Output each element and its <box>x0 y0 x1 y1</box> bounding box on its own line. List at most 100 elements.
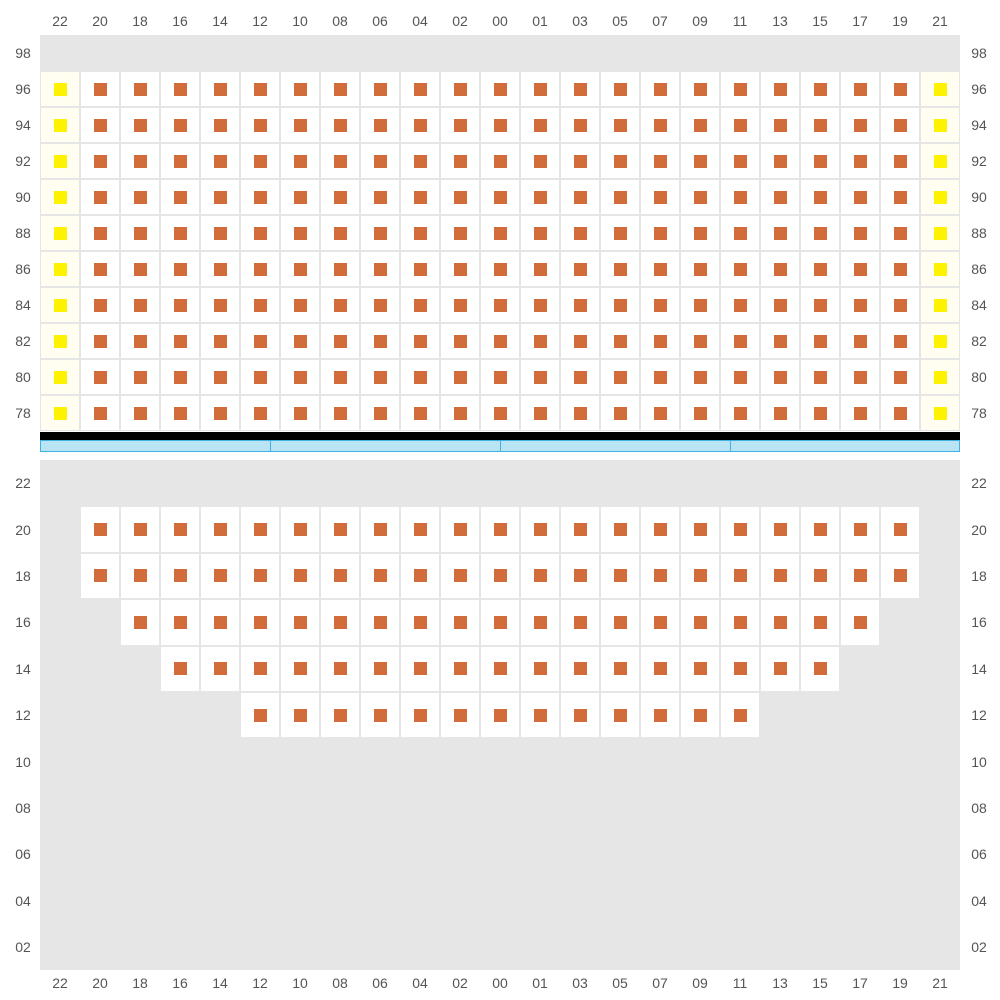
seat-cell[interactable] <box>840 599 880 645</box>
seat-cell[interactable] <box>840 215 880 251</box>
seat-cell[interactable] <box>880 179 920 215</box>
seat-orange-icon[interactable] <box>334 662 347 675</box>
seat-orange-icon[interactable] <box>734 371 747 384</box>
seat-orange-icon[interactable] <box>414 569 427 582</box>
seat-orange-icon[interactable] <box>174 227 187 240</box>
seat-orange-icon[interactable] <box>614 569 627 582</box>
seat-cell[interactable] <box>40 251 80 287</box>
seat-cell[interactable] <box>840 143 880 179</box>
seat-cell[interactable] <box>520 215 560 251</box>
seat-cell[interactable] <box>320 599 360 645</box>
seat-cell[interactable] <box>720 692 760 738</box>
seat-cell[interactable] <box>480 359 520 395</box>
seat-cell[interactable] <box>640 215 680 251</box>
seat-yellow-icon[interactable] <box>934 227 947 240</box>
seat-cell[interactable] <box>920 179 960 215</box>
seat-cell[interactable] <box>360 215 400 251</box>
seat-orange-icon[interactable] <box>454 83 467 96</box>
seat-orange-icon[interactable] <box>494 155 507 168</box>
seat-cell[interactable] <box>880 107 920 143</box>
seat-cell[interactable] <box>520 553 560 599</box>
seat-orange-icon[interactable] <box>334 616 347 629</box>
seat-cell[interactable] <box>760 251 800 287</box>
seat-cell[interactable] <box>600 395 640 431</box>
seat-cell[interactable] <box>560 179 600 215</box>
seat-orange-icon[interactable] <box>94 371 107 384</box>
seat-orange-icon[interactable] <box>334 83 347 96</box>
seat-cell[interactable] <box>280 323 320 359</box>
seat-yellow-icon[interactable] <box>934 335 947 348</box>
seat-orange-icon[interactable] <box>254 709 267 722</box>
seat-orange-icon[interactable] <box>574 335 587 348</box>
seat-cell[interactable] <box>640 506 680 552</box>
seat-cell[interactable] <box>280 71 320 107</box>
seat-orange-icon[interactable] <box>854 83 867 96</box>
seat-cell[interactable] <box>440 323 480 359</box>
seat-cell[interactable] <box>360 599 400 645</box>
seat-cell[interactable] <box>600 646 640 692</box>
seat-orange-icon[interactable] <box>694 263 707 276</box>
seat-cell[interactable] <box>400 71 440 107</box>
seat-cell[interactable] <box>480 251 520 287</box>
seat-orange-icon[interactable] <box>654 299 667 312</box>
seat-cell[interactable] <box>320 215 360 251</box>
seat-cell[interactable] <box>440 599 480 645</box>
seat-cell[interactable] <box>240 395 280 431</box>
seat-cell[interactable] <box>760 646 800 692</box>
seat-orange-icon[interactable] <box>774 371 787 384</box>
seat-cell[interactable] <box>440 553 480 599</box>
seat-orange-icon[interactable] <box>254 371 267 384</box>
seat-yellow-icon[interactable] <box>54 155 67 168</box>
seat-orange-icon[interactable] <box>854 616 867 629</box>
seat-orange-icon[interactable] <box>294 371 307 384</box>
seat-cell[interactable] <box>320 646 360 692</box>
seat-orange-icon[interactable] <box>94 263 107 276</box>
seat-orange-icon[interactable] <box>214 227 227 240</box>
seat-orange-icon[interactable] <box>374 569 387 582</box>
seat-orange-icon[interactable] <box>214 662 227 675</box>
seat-cell[interactable] <box>640 287 680 323</box>
seat-cell[interactable] <box>480 179 520 215</box>
seat-orange-icon[interactable] <box>174 523 187 536</box>
seat-orange-icon[interactable] <box>814 119 827 132</box>
seat-orange-icon[interactable] <box>614 371 627 384</box>
seat-orange-icon[interactable] <box>774 191 787 204</box>
seat-orange-icon[interactable] <box>854 263 867 276</box>
seat-cell[interactable] <box>120 251 160 287</box>
seat-cell[interactable] <box>720 179 760 215</box>
seat-orange-icon[interactable] <box>134 155 147 168</box>
seat-orange-icon[interactable] <box>694 191 707 204</box>
seat-orange-icon[interactable] <box>454 263 467 276</box>
seat-cell[interactable] <box>480 692 520 738</box>
seat-cell[interactable] <box>520 179 560 215</box>
seat-cell[interactable] <box>80 179 120 215</box>
seat-cell[interactable] <box>400 179 440 215</box>
seat-cell[interactable] <box>80 215 120 251</box>
seat-cell[interactable] <box>160 323 200 359</box>
seat-cell[interactable] <box>880 287 920 323</box>
seat-cell[interactable] <box>880 215 920 251</box>
seat-cell[interactable] <box>160 395 200 431</box>
seat-orange-icon[interactable] <box>774 227 787 240</box>
seat-cell[interactable] <box>400 506 440 552</box>
seat-cell[interactable] <box>400 107 440 143</box>
seat-orange-icon[interactable] <box>814 83 827 96</box>
seat-cell[interactable] <box>680 599 720 645</box>
seat-cell[interactable] <box>480 553 520 599</box>
seat-orange-icon[interactable] <box>454 709 467 722</box>
seat-cell[interactable] <box>440 107 480 143</box>
seat-cell[interactable] <box>360 287 400 323</box>
seat-orange-icon[interactable] <box>294 227 307 240</box>
seat-orange-icon[interactable] <box>134 299 147 312</box>
seat-orange-icon[interactable] <box>174 299 187 312</box>
seat-orange-icon[interactable] <box>374 155 387 168</box>
seat-cell[interactable] <box>600 107 640 143</box>
seat-cell[interactable] <box>640 395 680 431</box>
seat-cell[interactable] <box>680 395 720 431</box>
seat-yellow-icon[interactable] <box>934 155 947 168</box>
seat-orange-icon[interactable] <box>614 407 627 420</box>
seat-cell[interactable] <box>160 287 200 323</box>
seat-cell[interactable] <box>160 179 200 215</box>
seat-orange-icon[interactable] <box>534 299 547 312</box>
seat-orange-icon[interactable] <box>854 299 867 312</box>
